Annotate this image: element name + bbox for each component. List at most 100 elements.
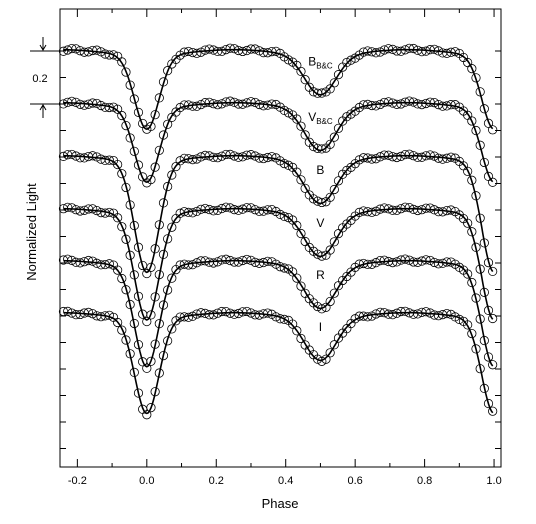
data-point <box>79 153 89 163</box>
data-point <box>263 308 273 318</box>
data-point <box>425 203 435 213</box>
data-point <box>325 348 335 358</box>
model-curve <box>63 259 494 368</box>
data-point <box>383 44 394 54</box>
model-curve <box>63 207 494 321</box>
data-point <box>142 268 152 279</box>
data-point <box>325 296 335 307</box>
data-point <box>292 326 302 336</box>
data-point <box>279 211 289 222</box>
data-point <box>329 132 339 142</box>
data-point <box>371 101 381 111</box>
data-point <box>288 319 298 329</box>
series-label: VB&C <box>308 110 333 126</box>
data-point <box>446 257 456 267</box>
data-point <box>325 192 335 202</box>
data-point <box>417 152 427 162</box>
data-point <box>271 46 281 56</box>
data-point <box>129 94 139 104</box>
data-point <box>329 78 339 88</box>
data-point <box>204 44 214 54</box>
data-point <box>475 140 485 150</box>
data-point <box>238 99 248 109</box>
data-point <box>242 306 252 317</box>
data-point <box>392 152 402 163</box>
data-point <box>463 218 473 228</box>
series-layer: BB&C VB&C B V R I <box>58 43 498 420</box>
data-point <box>167 324 177 334</box>
data-point <box>117 222 127 232</box>
data-point <box>133 388 144 398</box>
data-point <box>58 99 69 109</box>
scale-bar-label: 0.2 <box>32 73 47 85</box>
data-point <box>296 333 306 344</box>
data-point <box>146 403 156 413</box>
data-point <box>467 175 477 185</box>
data-point <box>217 46 227 56</box>
data-point <box>117 57 127 67</box>
data-point <box>396 99 406 109</box>
data-point <box>454 314 464 324</box>
model-curve <box>63 48 494 131</box>
data-point <box>117 169 127 179</box>
data-point <box>292 220 302 231</box>
data-point <box>192 101 202 111</box>
data-point <box>371 154 381 164</box>
model-curve <box>63 101 494 184</box>
data-point <box>433 311 444 321</box>
data-point <box>142 363 152 373</box>
data-point <box>225 96 235 106</box>
x-tick-label: 0.6 <box>348 475 363 487</box>
series-r: R <box>58 254 498 373</box>
data-point <box>388 310 398 320</box>
data-point <box>446 205 456 215</box>
data-point <box>200 203 210 214</box>
data-point <box>167 273 177 283</box>
data-point <box>146 356 156 366</box>
data-point <box>200 256 210 266</box>
data-point <box>488 177 498 187</box>
data-point <box>442 308 452 319</box>
data-point <box>396 46 406 56</box>
data-point <box>133 160 144 170</box>
data-point <box>388 258 398 268</box>
data-point <box>146 262 156 272</box>
data-point <box>408 43 419 54</box>
series-label: BB&C <box>308 54 333 70</box>
data-point <box>233 152 244 162</box>
data-point <box>167 170 177 180</box>
x-tick-labels: -0.2 0.0 0.2 0.4 0.6 0.8 1.0 <box>68 475 502 487</box>
data-point <box>317 304 327 314</box>
data-point <box>296 281 306 291</box>
data-point <box>250 44 260 54</box>
data-point <box>67 96 77 106</box>
data-point <box>113 104 123 114</box>
data-point <box>108 50 119 60</box>
data-point <box>400 254 410 264</box>
data-point <box>221 307 231 317</box>
data-point <box>213 153 223 163</box>
x-tick-label: -0.2 <box>68 475 87 487</box>
data-point <box>471 73 481 83</box>
data-point <box>63 254 73 264</box>
data-point <box>421 307 431 317</box>
data-point <box>113 213 123 223</box>
data-point <box>142 410 152 420</box>
data-point <box>221 254 231 264</box>
data-point <box>71 44 81 54</box>
data-point <box>121 285 131 295</box>
data-point <box>75 206 85 216</box>
series-label: B <box>316 163 324 177</box>
data-point <box>317 356 327 366</box>
data-point <box>483 398 494 409</box>
data-point <box>188 208 198 218</box>
data-point <box>488 313 498 324</box>
data-point <box>383 97 394 107</box>
data-point <box>292 273 302 283</box>
data-point <box>467 227 477 237</box>
data-point <box>333 70 344 80</box>
data-point <box>163 119 173 129</box>
data-point <box>213 205 223 215</box>
data-point <box>208 310 219 320</box>
data-point <box>371 48 381 58</box>
